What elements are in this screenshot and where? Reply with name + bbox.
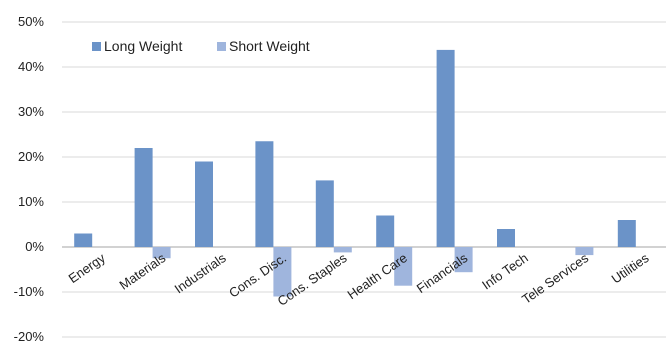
short-weight-bar-8	[575, 247, 594, 256]
legend-label: Long Weight	[104, 38, 182, 54]
y-tick-label: -10%	[14, 284, 45, 299]
y-tick-label: -20%	[14, 329, 45, 342]
x-category-label: Industrials	[172, 250, 230, 297]
long-weight-bar-7	[497, 229, 515, 247]
x-category-label: Tele Services	[519, 250, 591, 307]
axes: -20% -10% 0% 10% 20% 30% 40% 50% Energy Materials…	[14, 14, 652, 342]
short-weight-bar-4	[333, 247, 352, 253]
y-tick-label: 50%	[18, 14, 44, 29]
y-tick-label: 30%	[18, 104, 44, 119]
long-weight-bar-6	[436, 49, 455, 248]
y-tick-label: 20%	[18, 149, 44, 164]
x-category-label: Materials	[117, 250, 169, 293]
x-category-label: Utilities	[609, 250, 652, 287]
short-weight-bar-5	[394, 247, 413, 286]
legend-label: Short Weight	[229, 38, 310, 54]
x-category-label: Info Tech	[479, 250, 531, 292]
bars	[74, 49, 636, 297]
short-weight-bar-6	[454, 247, 473, 273]
long-weight-bar-4	[315, 180, 334, 247]
y-tick-label: 40%	[18, 59, 44, 74]
x-category-label: Financials	[414, 250, 471, 296]
short-weight-bar-3	[273, 247, 292, 297]
y-tick-label: 0%	[25, 239, 44, 254]
legend: Long Weight Short Weight	[92, 38, 310, 54]
long-weight-bar-5	[376, 215, 395, 247]
y-tick-label: 10%	[18, 194, 44, 209]
long-weight-bar-9	[617, 220, 636, 247]
long-weight-bar-1	[134, 148, 153, 247]
legend-swatch	[92, 42, 101, 51]
x-category-label: Energy	[66, 250, 109, 286]
long-weight-bar-0	[74, 233, 93, 247]
long-weight-bar-2	[195, 161, 213, 247]
long-weight-bar-3	[255, 141, 274, 247]
short-weight-bar-1	[152, 247, 171, 259]
legend-swatch	[217, 42, 226, 51]
